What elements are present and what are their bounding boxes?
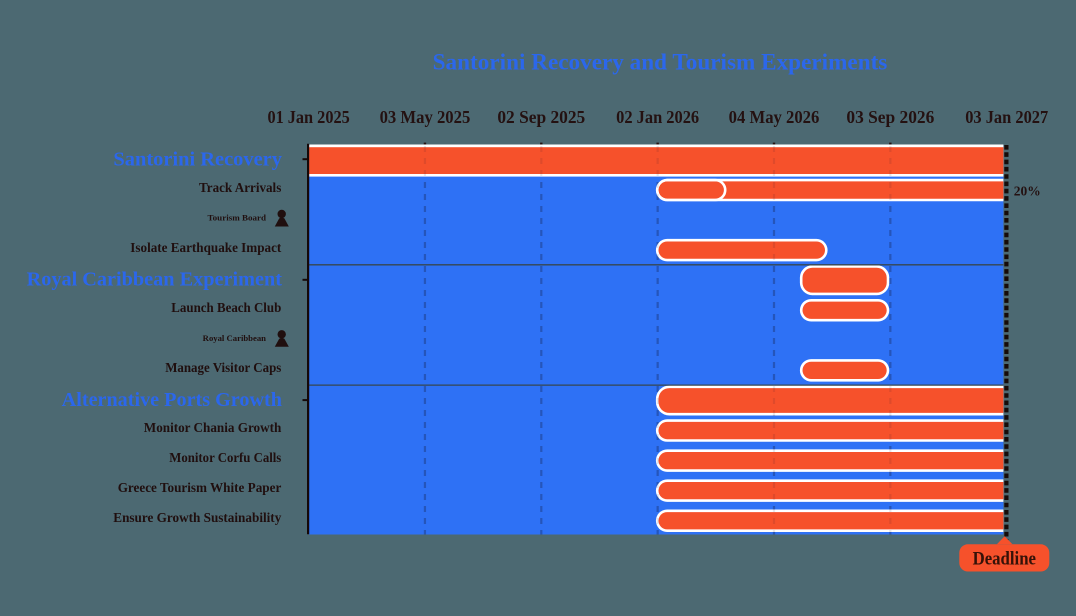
svg-text:Monitor Corfu Calls: Monitor Corfu Calls <box>169 450 281 465</box>
svg-text:04 May 2026: 04 May 2026 <box>729 107 820 127</box>
svg-text:02 Sep 2025: 02 Sep 2025 <box>497 107 585 127</box>
svg-text:Greece Tourism White Paper: Greece Tourism White Paper <box>118 480 282 495</box>
svg-text:Royal Caribbean Experiment: Royal Caribbean Experiment <box>27 270 283 291</box>
svg-text:Deadline: Deadline <box>973 548 1036 569</box>
svg-text:Tourism Board: Tourism Board <box>208 214 267 223</box>
svg-text:Launch Beach Club: Launch Beach Club <box>171 300 281 315</box>
svg-text:Monitor Chania Growth: Monitor Chania Growth <box>144 420 282 435</box>
svg-text:Alternative Ports Growth: Alternative Ports Growth <box>62 390 282 411</box>
svg-text:03 May 2025: 03 May 2025 <box>380 107 471 127</box>
svg-text:02 Jan 2026: 02 Jan 2026 <box>616 107 699 127</box>
svg-text:03 Sep 2026: 03 Sep 2026 <box>846 107 934 127</box>
svg-text:Ensure Growth Sustainability: Ensure Growth Sustainability <box>113 510 281 525</box>
svg-text:Manage Visitor Caps: Manage Visitor Caps <box>165 360 281 375</box>
svg-text:01 Jan 2025: 01 Jan 2025 <box>267 107 349 127</box>
svg-text:Santorini Recovery: Santorini Recovery <box>113 149 282 170</box>
svg-text:03 Jan 2027: 03 Jan 2027 <box>965 107 1048 127</box>
svg-text:Santorini Recovery and Tourism: Santorini Recovery and Tourism Experimen… <box>433 49 888 74</box>
svg-text:Isolate Earthquake Impact: Isolate Earthquake Impact <box>130 240 282 255</box>
svg-text:Track Arrivals: Track Arrivals <box>199 180 281 195</box>
svg-text:20%: 20% <box>1014 183 1041 198</box>
svg-text:Royal Caribbean: Royal Caribbean <box>203 334 267 343</box>
